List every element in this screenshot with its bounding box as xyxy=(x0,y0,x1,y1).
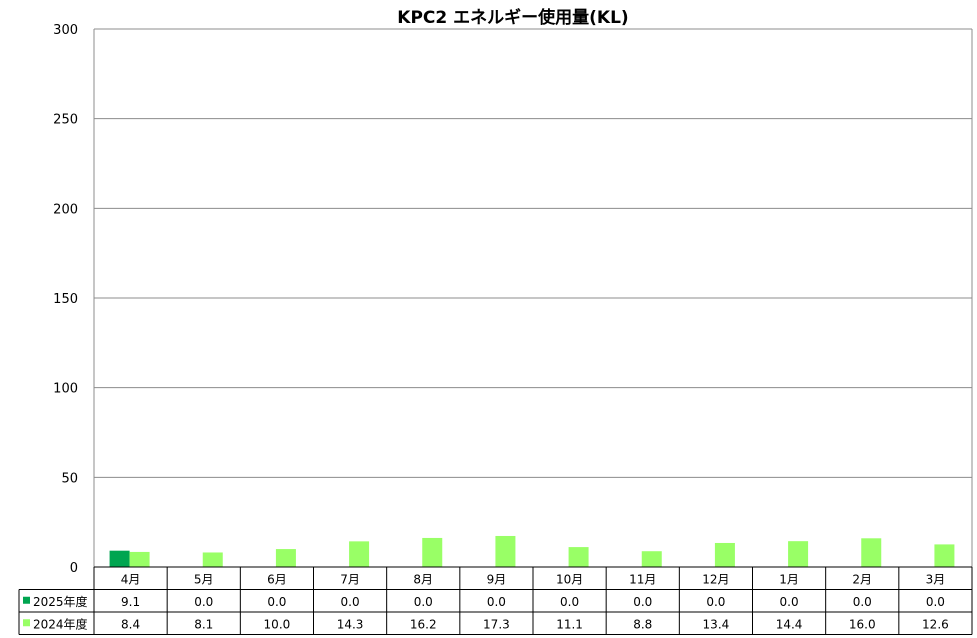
legend-swatch xyxy=(23,619,30,627)
y-tick-label: 300 xyxy=(53,23,78,38)
y-tick-label: 100 xyxy=(53,382,78,397)
chart-title: KPC2 エネルギー使用量(KL) xyxy=(397,7,628,28)
data-label: 12.6 xyxy=(922,617,949,631)
data-table: 4月 5月 6月 7月 8月 9月 10月 11月 12月 1月 2月 3月 2025年度 9.1 0.0 0… xyxy=(18,566,973,635)
data-label: 13.4 xyxy=(703,617,730,631)
category-label: 4月 xyxy=(121,572,141,586)
bar-2024 xyxy=(568,547,589,567)
category-label: 6月 xyxy=(267,572,287,586)
bar-2024 xyxy=(422,537,443,567)
data-label: 0.0 xyxy=(780,595,799,609)
data-label: 17.3 xyxy=(483,617,510,631)
category-label: 2月 xyxy=(852,572,872,586)
data-label: 16.2 xyxy=(410,617,437,631)
data-label: 0.0 xyxy=(267,595,286,609)
category-label: 7月 xyxy=(340,572,360,586)
gridlines xyxy=(93,28,973,567)
data-label: 0.0 xyxy=(560,595,579,609)
category-label: 5月 xyxy=(194,572,214,586)
legend-label: 2024年度 xyxy=(33,616,88,631)
data-label: 10.0 xyxy=(264,617,291,631)
data-label: 0.0 xyxy=(414,595,433,609)
bar-2024 xyxy=(275,549,296,567)
y-axis-ticks: 0 50 100 150 200 250 300 xyxy=(53,23,78,576)
data-label: 14.4 xyxy=(776,617,803,631)
data-label: 0.0 xyxy=(706,595,725,609)
bars xyxy=(109,535,955,567)
y-tick-label: 250 xyxy=(53,113,78,128)
data-label: 8.8 xyxy=(633,617,652,631)
y-tick-label: 0 xyxy=(70,561,78,576)
bar-2024 xyxy=(934,544,955,567)
legend-swatch xyxy=(23,596,30,604)
bar-2024 xyxy=(641,551,662,567)
data-label: 0.0 xyxy=(194,595,213,609)
data-label: 9.1 xyxy=(121,595,140,609)
bar-2024 xyxy=(202,552,223,567)
y-tick-label: 50 xyxy=(61,471,78,486)
data-label: 0.0 xyxy=(487,595,506,609)
category-label: 8月 xyxy=(413,572,433,586)
data-label: 16.0 xyxy=(849,617,876,631)
legend-label: 2025年度 xyxy=(33,594,88,609)
data-label: 11.1 xyxy=(556,617,583,631)
y-tick-label: 200 xyxy=(53,202,78,217)
data-label: 0.0 xyxy=(341,595,360,609)
bar-2024 xyxy=(349,541,370,567)
data-label: 8.1 xyxy=(194,617,213,631)
category-label: 11月 xyxy=(629,572,656,586)
bar-2024 xyxy=(714,542,735,567)
bar-2025 xyxy=(109,550,130,567)
bar-2024 xyxy=(495,535,516,567)
data-label: 0.0 xyxy=(633,595,652,609)
bar-2024 xyxy=(788,541,809,567)
bar-2024 xyxy=(861,538,882,567)
data-label: 14.3 xyxy=(337,617,364,631)
category-label: 9月 xyxy=(487,572,507,586)
data-label: 8.4 xyxy=(121,617,140,631)
data-label: 0.0 xyxy=(853,595,872,609)
category-label: 3月 xyxy=(926,572,946,586)
category-label: 10月 xyxy=(556,572,583,586)
category-label: 12月 xyxy=(702,572,729,586)
category-label: 1月 xyxy=(779,572,799,586)
bar-2024 xyxy=(129,551,150,567)
data-label: 0.0 xyxy=(926,595,945,609)
y-tick-label: 150 xyxy=(53,292,78,307)
